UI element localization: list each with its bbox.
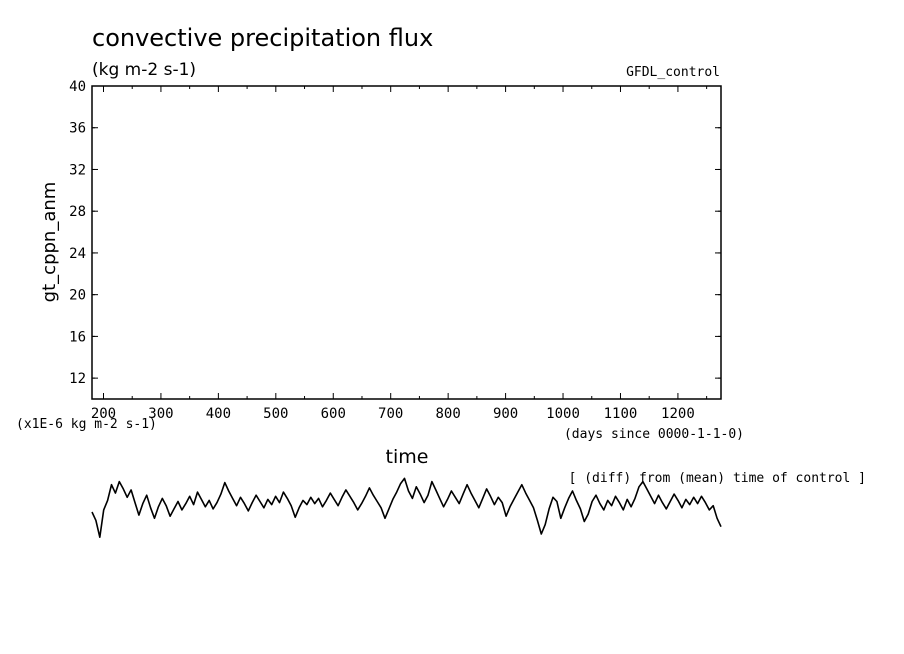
- x-tick-label: 800: [435, 406, 460, 422]
- x-units-label: (days since 0000-1-1-0): [564, 427, 744, 442]
- y-axis-ticks: 12 16 20 24 28 32 36 40: [69, 79, 721, 387]
- series-line: [91, 477, 722, 538]
- x-tick-label: 700: [378, 406, 403, 422]
- y-tick-label: 40: [69, 79, 86, 95]
- y-axis-label: gt_cppn_anm: [39, 182, 60, 303]
- x-tick-label: 500: [263, 406, 288, 422]
- x-tick-label: 200: [91, 406, 116, 422]
- diff-note: [ (diff) from (mean) time of control ]: [569, 471, 866, 486]
- y-tick-label: 20: [69, 288, 86, 304]
- y-tick-label: 12: [69, 371, 86, 387]
- x-axis-ticks: 200 300 400 500 600 700 800 900 1000 1100 1200: [91, 86, 708, 422]
- x-tick-label: 1200: [661, 406, 695, 422]
- x-tick-label: 1100: [604, 406, 638, 422]
- y-tick-label: 28: [69, 204, 86, 220]
- x-axis-label: time: [386, 446, 429, 468]
- chart-title: convective precipitation flux: [92, 24, 433, 52]
- y-tick-label: 36: [69, 121, 86, 137]
- y-tick-label: 16: [69, 329, 86, 345]
- y-scale-label: (x1E-6 kg m-2 s-1): [16, 417, 157, 432]
- y-tick-label: 32: [69, 162, 86, 178]
- y-tick-label: 24: [69, 246, 86, 262]
- x-tick-label: 900: [493, 406, 518, 422]
- chart-units: (kg m-2 s-1): [92, 60, 196, 80]
- source-label: GFDL_control: [626, 65, 720, 80]
- x-tick-label: 600: [321, 406, 346, 422]
- plot-frame: [91, 85, 722, 400]
- x-tick-label: 1000: [546, 406, 580, 422]
- x-tick-label: 400: [206, 406, 231, 422]
- x-tick-label: 300: [148, 406, 173, 422]
